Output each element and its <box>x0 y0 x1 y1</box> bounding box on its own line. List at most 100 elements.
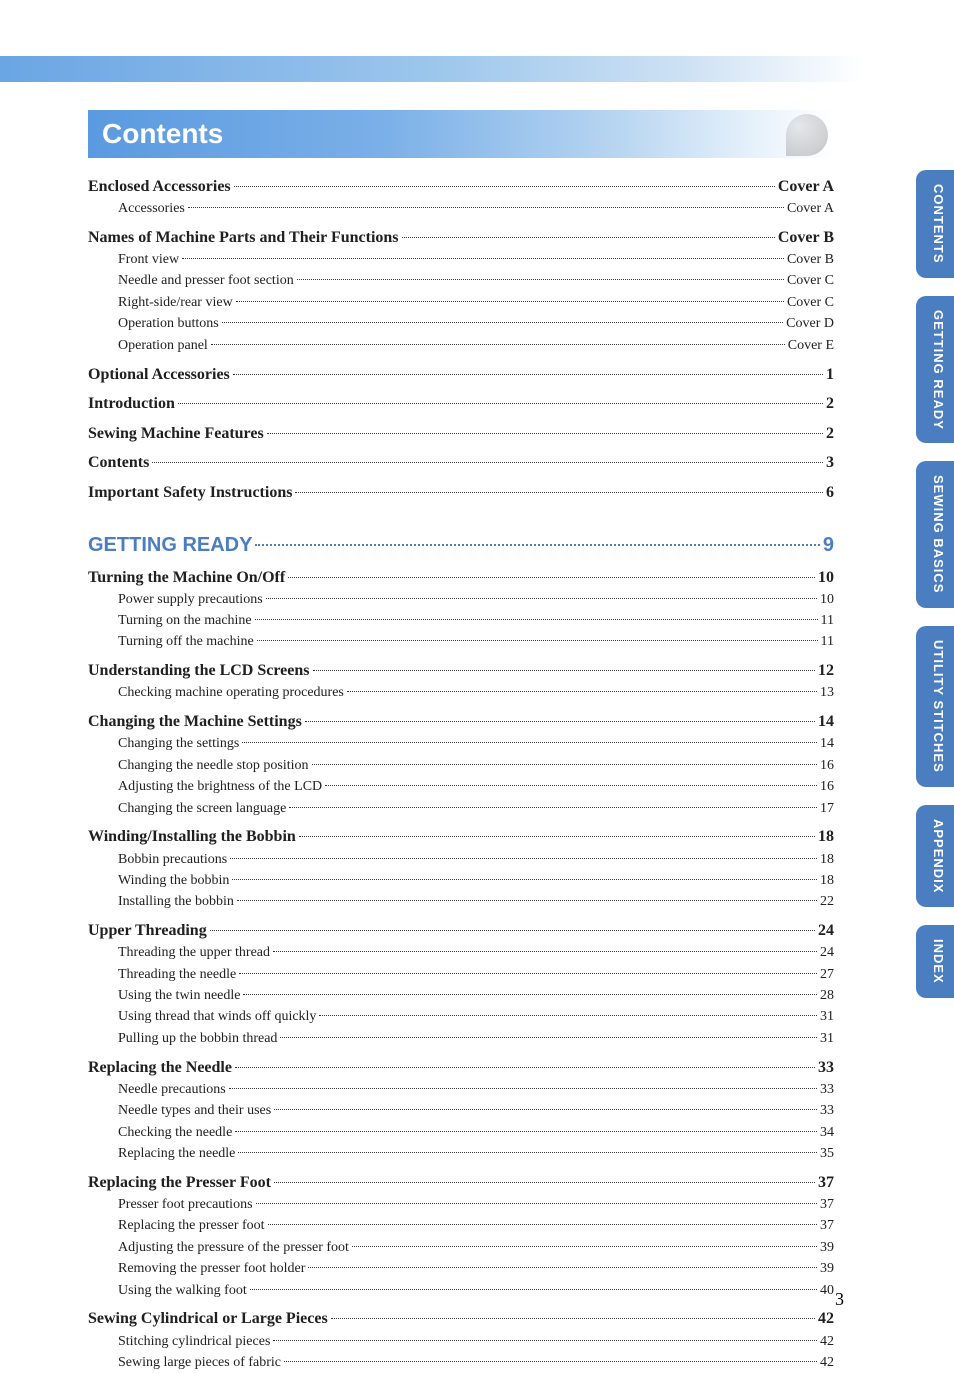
toc-entry[interactable]: Upper Threading24 <box>88 920 834 942</box>
toc-entry[interactable]: Introduction2 <box>88 393 834 415</box>
leader-dots <box>230 858 817 859</box>
toc-entry[interactable]: Pulling up the bobbin thread31 <box>118 1030 834 1049</box>
leader-dots <box>255 619 818 620</box>
leader-dots <box>239 973 817 974</box>
toc-entry-label: Operation panel <box>118 337 208 356</box>
leader-dots <box>325 785 817 786</box>
toc-entry[interactable]: Changing the needle stop position16 <box>118 757 834 776</box>
toc-entry[interactable]: Using the walking foot40 <box>118 1282 834 1301</box>
toc-entry[interactable]: Removing the presser foot holder39 <box>118 1260 834 1279</box>
leader-dots <box>229 1088 817 1089</box>
side-tab[interactable]: INDEX <box>916 925 954 998</box>
toc-entry[interactable]: Sewing large pieces of fabric42 <box>118 1354 834 1373</box>
toc-entry-label: Sewing Cylindrical or Large Pieces <box>88 1308 328 1330</box>
toc-entry-page: 11 <box>821 612 834 631</box>
leader-dots <box>236 301 784 302</box>
toc-entry-label: Introduction <box>88 393 175 415</box>
toc-entry[interactable]: Winding/Installing the Bobbin 18 <box>88 826 834 848</box>
toc-entry-label: Upper Threading <box>88 920 207 942</box>
side-tab[interactable]: SEWING BASICS <box>916 461 954 607</box>
toc-entry-label: Using thread that winds off quickly <box>118 1008 316 1027</box>
toc-entry[interactable]: Optional Accessories1 <box>88 364 834 386</box>
toc-entry[interactable]: Replacing the needle35 <box>118 1145 834 1164</box>
toc-entry[interactable]: Right-side/rear viewCover C <box>118 294 834 313</box>
toc-entry[interactable]: Understanding the LCD Screens12 <box>88 660 834 682</box>
leader-dots <box>295 492 823 493</box>
leader-dots <box>273 951 817 952</box>
toc-entry-label: Replacing the presser foot <box>118 1217 265 1236</box>
toc-entry[interactable]: Changing the screen language17 <box>118 800 834 819</box>
leader-dots <box>308 1267 817 1268</box>
toc-entry[interactable]: Changing the settings14 <box>118 735 834 754</box>
leader-dots <box>234 186 775 187</box>
leader-dots <box>331 1318 815 1319</box>
toc-entry[interactable]: Names of Machine Parts and Their Functio… <box>88 227 834 249</box>
toc-entry-page: 18 <box>820 872 834 891</box>
toc-entry-page: Cover C <box>787 272 834 291</box>
toc-entry-label: Stitching cylindrical pieces <box>118 1333 270 1352</box>
toc-entry[interactable]: Needle precautions 33 <box>118 1081 834 1100</box>
toc-entry[interactable]: Front viewCover B <box>118 251 834 270</box>
toc-entry[interactable]: Using thread that winds off quickly31 <box>118 1008 834 1027</box>
toc-entry[interactable]: Contents3 <box>88 452 834 474</box>
toc-entry-label: Power supply precautions <box>118 591 263 610</box>
toc-entry[interactable]: Checking the needle34 <box>118 1124 834 1143</box>
toc-entry-page: 35 <box>820 1145 834 1164</box>
toc-entry[interactable]: Power supply precautions10 <box>118 591 834 610</box>
toc-entry-page: 12 <box>818 660 834 682</box>
toc-entry[interactable]: Adjusting the brightness of the LCD16 <box>118 778 834 797</box>
toc-entry[interactable]: AccessoriesCover A <box>118 200 834 219</box>
toc-entry[interactable]: Using the twin needle28 <box>118 987 834 1006</box>
toc-entry[interactable]: Sewing Cylindrical or Large Pieces 42 <box>88 1308 834 1330</box>
toc-entry-page: 33 <box>820 1081 834 1100</box>
leader-dots <box>237 900 817 901</box>
toc-entry[interactable]: Important Safety Instructions6 <box>88 482 834 504</box>
side-tab[interactable]: GETTING READY <box>916 296 954 444</box>
toc-entry-label: Checking machine operating procedures <box>118 684 344 703</box>
toc-entry-page: 16 <box>820 778 834 797</box>
toc-entry[interactable]: Bobbin precautions18 <box>118 851 834 870</box>
toc-entry[interactable]: Replacing the Needle33 <box>88 1057 834 1079</box>
toc-entry[interactable]: Replacing the presser foot37 <box>118 1217 834 1236</box>
toc-entry-label: Contents <box>88 452 149 474</box>
toc-entry[interactable]: Winding the bobbin18 <box>118 872 834 891</box>
side-tab[interactable]: UTILITY STITCHES <box>916 626 954 787</box>
toc-entry[interactable]: Stitching cylindrical pieces42 <box>118 1333 834 1352</box>
toc-entry[interactable]: Replacing the Presser Foot37 <box>88 1172 834 1194</box>
toc-entry[interactable]: Changing the Machine Settings14 <box>88 711 834 733</box>
toc-entry-page: 6 <box>826 482 834 504</box>
toc-entry-page: 22 <box>820 893 834 912</box>
toc-entry-page: 18 <box>818 826 834 848</box>
toc-entry[interactable]: Turning on the machine11 <box>118 612 834 631</box>
toc-entry[interactable]: Needle types and their uses33 <box>118 1102 834 1121</box>
section-heading[interactable]: GETTING READY9 <box>88 534 834 557</box>
toc-entry[interactable]: Threading the needle27 <box>118 966 834 985</box>
toc-entry[interactable]: Turning off the machine11 <box>118 633 834 652</box>
leader-dots <box>305 721 815 722</box>
toc-entry[interactable]: Needle and presser foot sectionCover C <box>118 272 834 291</box>
toc-entry-page: 42 <box>818 1308 834 1330</box>
toc-entry[interactable]: Installing the bobbin22 <box>118 893 834 912</box>
toc-entry[interactable]: Operation buttonsCover D <box>118 315 834 334</box>
toc-entry[interactable]: Checking machine operating procedures13 <box>118 684 834 703</box>
toc-entry-page: 37 <box>820 1196 834 1215</box>
side-tab[interactable]: APPENDIX <box>916 805 954 907</box>
toc-entry-page: Cover B <box>778 227 834 249</box>
toc-entry[interactable]: Enclosed AccessoriesCover A <box>88 176 834 198</box>
leader-dots <box>235 1067 815 1068</box>
toc-entry-label: Needle precautions <box>118 1081 226 1100</box>
side-tab[interactable]: CONTENTS <box>916 170 954 278</box>
toc-entry[interactable]: Operation panelCover E <box>118 337 834 356</box>
toc-entry-page: 27 <box>820 966 834 985</box>
toc-entry-page: 17 <box>820 800 834 819</box>
toc-entry[interactable]: Adjusting the pressure of the presser fo… <box>118 1239 834 1258</box>
toc-entry[interactable]: Presser foot precautions37 <box>118 1196 834 1215</box>
toc-entry-label: Winding/Installing the Bobbin <box>88 826 296 848</box>
toc-entry[interactable]: Turning the Machine On/Off10 <box>88 567 834 589</box>
leader-dots <box>280 1037 817 1038</box>
leader-dots <box>313 670 816 671</box>
leader-dots <box>232 879 817 880</box>
toc-entry-page: 37 <box>818 1172 834 1194</box>
toc-entry[interactable]: Threading the upper thread24 <box>118 944 834 963</box>
toc-entry[interactable]: Sewing Machine Features2 <box>88 423 834 445</box>
